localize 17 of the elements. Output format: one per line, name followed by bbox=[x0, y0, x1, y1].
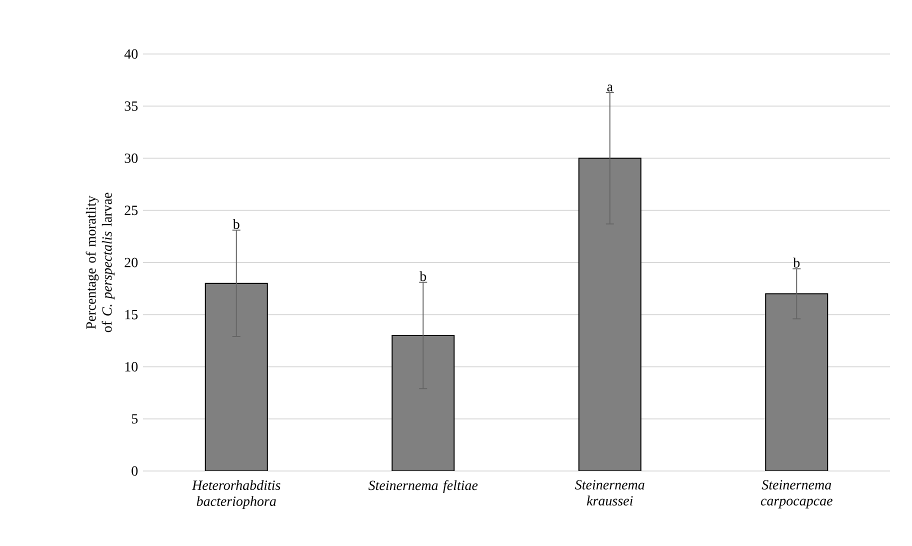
x-tick-label: Heterorhabditis bacteriophora bbox=[192, 480, 280, 509]
annotation: b bbox=[420, 271, 426, 282]
annotation: b bbox=[793, 258, 800, 268]
y-tick-label: 40 bbox=[124, 49, 138, 59]
y-tick-label: 10 bbox=[125, 362, 138, 372]
y-tick-label: 35 bbox=[124, 101, 138, 111]
y-tick-label: 20 bbox=[124, 258, 138, 268]
y-tick-label: 25 bbox=[124, 206, 138, 216]
y-tick-label: 15 bbox=[125, 310, 138, 320]
y-tick-label: 30 bbox=[124, 154, 138, 163]
x-tick-label: Steinernema carpocapcae bbox=[760, 480, 832, 508]
y-tick-label: 0 bbox=[132, 466, 138, 476]
y-tick-label: 5 bbox=[132, 414, 138, 424]
annotation: b bbox=[232, 219, 240, 229]
x-tick-label: Steinernema kraussei bbox=[575, 480, 644, 506]
x-tick-label: Steinernema feltiae bbox=[368, 480, 478, 493]
annotation: a bbox=[607, 84, 613, 92]
